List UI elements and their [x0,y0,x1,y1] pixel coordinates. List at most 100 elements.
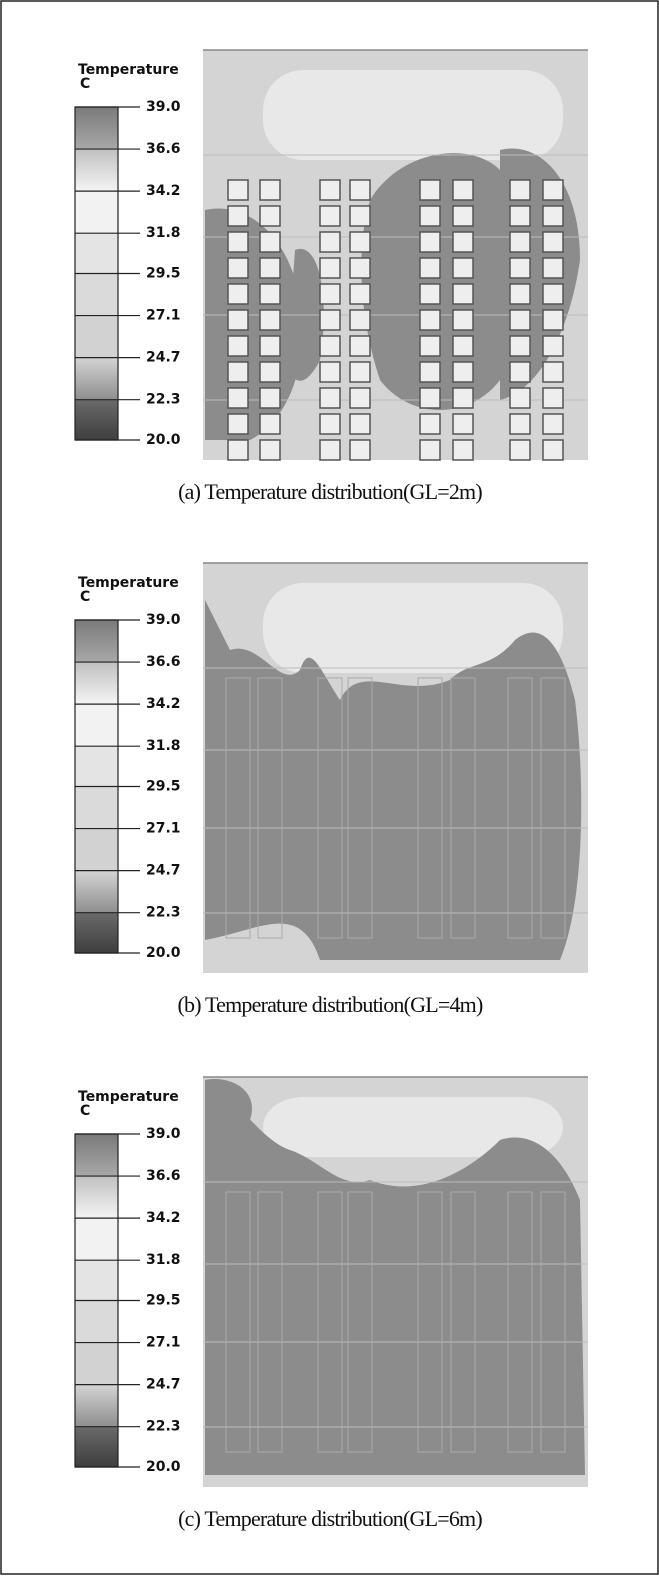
tick-label: 34.2 [146,696,181,712]
rack [510,258,530,278]
rack [510,440,530,460]
rack [543,414,563,434]
rack [260,336,280,356]
rack [543,336,563,356]
rack [510,232,530,252]
tick-label: 34.2 [146,1210,181,1226]
colorbar-band [75,274,118,316]
rack [320,440,340,460]
rack [510,206,530,226]
rack [260,284,280,304]
rack [543,284,563,304]
rack [453,388,473,408]
rack [320,206,340,226]
rack [260,310,280,330]
rack [260,414,280,434]
tick-label: 27.1 [146,821,181,837]
rack [350,284,370,304]
rack [228,440,248,460]
rack [420,388,440,408]
rack [543,362,563,382]
tick-label: 24.7 [146,1377,181,1393]
rack [228,388,248,408]
rack [510,180,530,200]
rack [510,362,530,382]
rack [510,310,530,330]
legend-unit: C [80,76,90,92]
rack [350,440,370,460]
rack [453,180,473,200]
rack [453,310,473,330]
rack [228,362,248,382]
rack [350,388,370,408]
legend-title: Temperature [78,1089,179,1105]
rack [453,284,473,304]
rack [453,258,473,278]
rack [260,440,280,460]
tick-label: 34.2 [146,183,181,199]
colorbar-band [75,1218,118,1260]
rack [420,310,440,330]
colorbar-band [75,1427,118,1467]
rack [420,206,440,226]
caption: (c) Temperature distribution(GL=6m) [178,1506,482,1531]
rack [453,336,473,356]
tick-label: 31.8 [146,738,181,754]
tick-label: 36.6 [146,1168,181,1184]
rack [260,206,280,226]
figure: TemperatureC39.036.634.231.829.527.124.7… [0,0,659,1575]
colorbar-band [75,1301,118,1343]
legend-title: Temperature [78,575,179,591]
rack [228,284,248,304]
rack [260,388,280,408]
rack [420,232,440,252]
tick-label: 39.0 [146,612,181,628]
rack [420,362,440,382]
tick-label: 22.3 [146,905,181,921]
tick-label: 39.0 [146,99,181,115]
rack [320,388,340,408]
tick-label: 29.5 [146,266,181,282]
colorbar-band [75,1260,118,1300]
rack [543,440,563,460]
rack [228,414,248,434]
tick-label: 27.1 [146,1335,181,1351]
tick-label: 22.3 [146,392,181,408]
colorbar-band [75,1134,118,1176]
rack [350,414,370,434]
rack [510,414,530,434]
colorbar-band [75,871,118,913]
rack [228,206,248,226]
colorbar-band [75,704,118,746]
tick-label: 20.0 [146,432,181,448]
caption: (a) Temperature distribution(GL=2m) [178,479,482,504]
rack [453,440,473,460]
colorbar-band [75,233,118,273]
tick-label: 29.5 [146,779,181,795]
rack [543,258,563,278]
tick-label: 31.8 [146,1252,181,1268]
rack [228,336,248,356]
rack [420,258,440,278]
rack [228,310,248,330]
tick-label: 27.1 [146,308,181,324]
rack [420,336,440,356]
tick-label: 29.5 [146,1293,181,1309]
rack [320,232,340,252]
colorbar-band [75,191,118,233]
colorbar-band [75,107,118,149]
tick-label: 31.8 [146,225,181,241]
colorbar-band [75,1385,118,1427]
rack [543,388,563,408]
rack [350,180,370,200]
rack [320,180,340,200]
legend-title: Temperature [78,62,179,78]
rack [453,232,473,252]
rack [260,232,280,252]
rack [320,414,340,434]
rack [228,258,248,278]
rack [320,258,340,278]
rack [320,362,340,382]
colorbar-band [75,620,118,662]
rack [260,180,280,200]
